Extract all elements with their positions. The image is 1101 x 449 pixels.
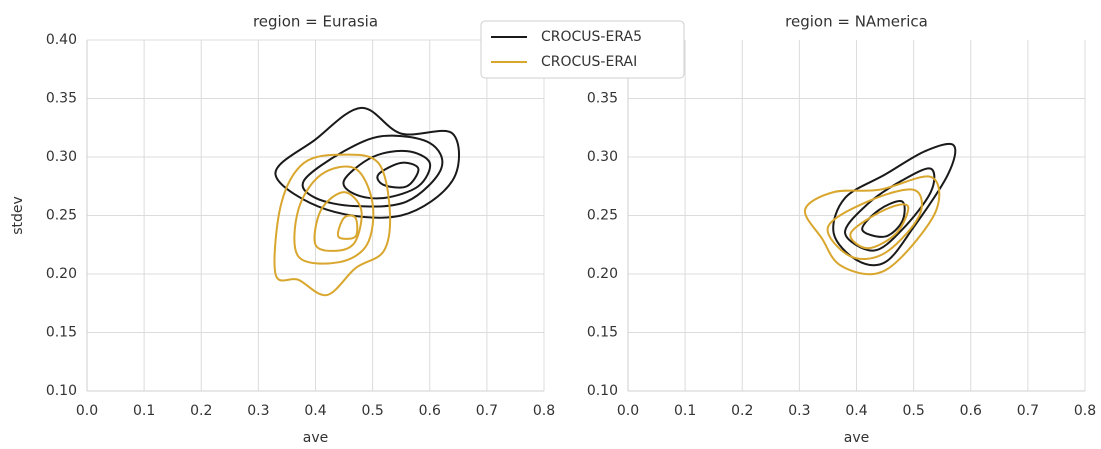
x-tick-label: 0.1 <box>133 403 155 419</box>
x-tick-label: 0.1 <box>674 403 696 419</box>
y-tick-label: 0.25 <box>46 208 77 224</box>
legend: CROCUS-ERA5 CROCUS-ERAI <box>480 20 685 79</box>
contour-line <box>844 167 936 252</box>
contour-line <box>293 165 375 265</box>
chart-title: region = Eurasia <box>253 13 378 31</box>
legend-label: CROCUS-ERAI <box>541 54 637 70</box>
x-tick-label: 0.4 <box>304 403 326 419</box>
contour-line <box>342 149 432 200</box>
contour-line <box>336 214 359 240</box>
legend-label: CROCUS-ERA5 <box>541 29 642 45</box>
x-tick-label: 0.0 <box>617 403 639 419</box>
x-tick-label: 0.4 <box>845 403 867 419</box>
x-tick-label: 0.8 <box>533 403 555 419</box>
legend-box <box>480 20 685 79</box>
x-tick-label: 0.3 <box>247 403 269 419</box>
y-tick-label: 0.35 <box>46 91 77 107</box>
contour-line <box>376 161 420 189</box>
x-tick-label: 0.6 <box>419 403 441 419</box>
x-tick-label: 0.7 <box>1017 403 1039 419</box>
contour-line <box>832 142 957 267</box>
y-tick-label: 0.25 <box>587 208 618 224</box>
contour-line <box>313 191 363 252</box>
y-tick-label: 0.30 <box>46 149 77 165</box>
y-tick-label: 0.30 <box>587 149 618 165</box>
y-tick-label: 0.35 <box>587 91 618 107</box>
contour-line <box>273 153 392 297</box>
x-tick-label: 0.2 <box>190 403 212 419</box>
y-axis-label: stdev <box>10 196 26 235</box>
y-tick-label: 0.10 <box>46 383 77 399</box>
y-tick-label: 0.15 <box>587 325 618 341</box>
y-tick-label: 0.20 <box>587 266 618 282</box>
x-tick-label: 0.8 <box>1074 403 1096 419</box>
x-tick-label: 0.2 <box>731 403 753 419</box>
y-tick-label: 0.15 <box>46 325 77 341</box>
y-tick-label: 0.20 <box>46 266 77 282</box>
contour-line <box>849 203 910 250</box>
x-axis-label: ave <box>844 430 869 446</box>
contour-line <box>301 134 444 208</box>
contour-line <box>861 200 906 238</box>
x-tick-label: 0.0 <box>76 403 98 419</box>
x-tick-label: 0.7 <box>476 403 498 419</box>
x-tick-label: 0.5 <box>361 403 383 419</box>
contour-line <box>826 188 923 261</box>
contour-line <box>804 175 941 276</box>
contour-line <box>274 106 461 219</box>
x-axis-label: ave <box>303 430 328 446</box>
y-tick-label: 0.40 <box>46 32 77 48</box>
x-tick-label: 0.3 <box>788 403 810 419</box>
y-tick-label: 0.10 <box>587 383 618 399</box>
x-tick-label: 0.5 <box>902 403 924 419</box>
x-tick-label: 0.6 <box>960 403 982 419</box>
chart-title: region = NAmerica <box>785 13 928 31</box>
